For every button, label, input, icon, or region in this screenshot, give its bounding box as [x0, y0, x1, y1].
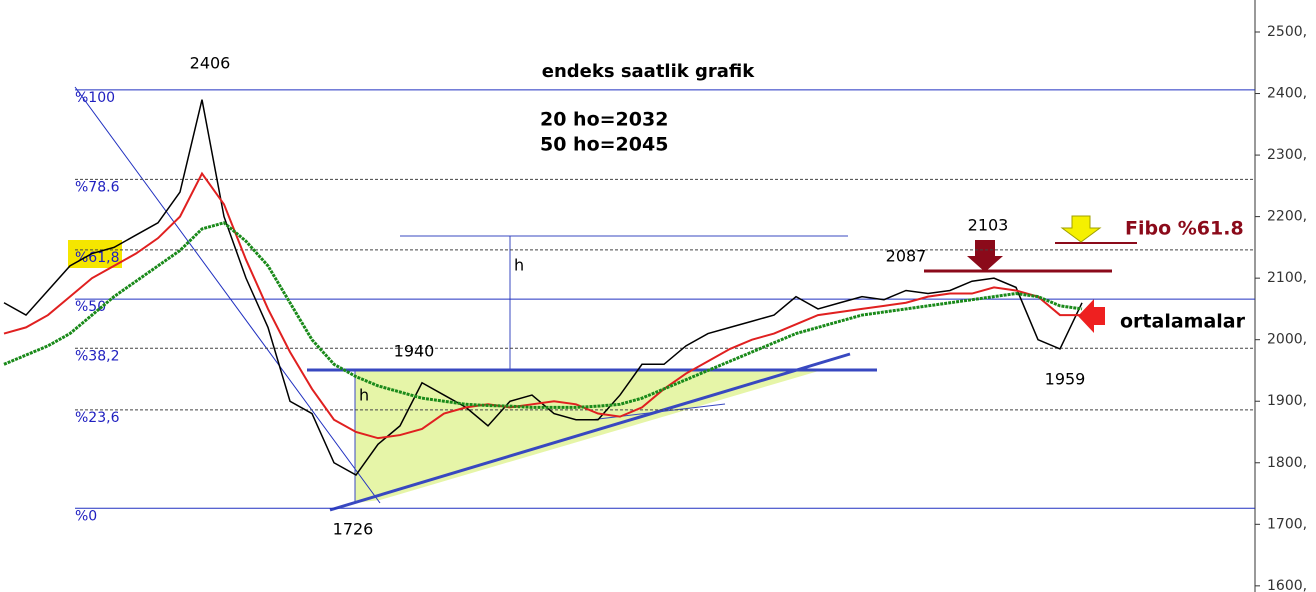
- annotation: ortalamalar: [1120, 311, 1246, 333]
- y-tick-label: 1800,: [1267, 455, 1307, 471]
- fib-diagonal: [74, 86, 381, 504]
- fib-label: %78.6: [75, 179, 120, 195]
- y-tick-label: 2400,: [1267, 86, 1307, 102]
- y-tick-label: 1600,: [1267, 578, 1307, 592]
- chart-title: endeks saatlik grafik: [542, 61, 756, 82]
- annotation: h: [514, 256, 524, 275]
- plot: 1600, 1700, 1800, 1900, 2000, 2100, 2200, 2300,…: [3, 24, 1307, 592]
- annotation: 1959: [1045, 370, 1086, 389]
- fib-highlight: [68, 240, 122, 268]
- annotation: 2103: [968, 216, 1009, 235]
- y-tick-label: 1900,: [1267, 393, 1307, 409]
- yellow-arrow: [1060, 215, 1102, 243]
- y-tick-label: 2300,: [1267, 147, 1307, 163]
- series-line: [3, 221, 1083, 409]
- annotation: h: [359, 386, 369, 405]
- annotation: Fibo %61.8: [1125, 218, 1244, 240]
- y-tick-label: 2100,: [1267, 270, 1307, 286]
- series-line: [3, 99, 1083, 477]
- y-tick-label: 1700,: [1267, 516, 1307, 532]
- annotation: 2406: [190, 54, 231, 73]
- series-line: [3, 171, 1082, 440]
- left-arrow: [1078, 299, 1105, 333]
- annotation: 1940: [394, 342, 435, 361]
- annotation: 50 ho=2045: [540, 134, 668, 156]
- down-arrow: [967, 240, 1003, 272]
- annotation: 1726: [333, 520, 374, 539]
- fib-label: %23,6: [75, 410, 120, 426]
- y-tick-label: 2500,: [1267, 24, 1307, 40]
- trendline-parallel: [589, 403, 726, 421]
- fib-label: %100: [75, 90, 115, 106]
- fib-label: %0: [75, 508, 97, 524]
- fib-label: %38,2: [75, 348, 119, 364]
- annotation: 20 ho=2032: [540, 109, 668, 131]
- y-tick-label: 2000,: [1267, 332, 1307, 348]
- fib-label: %61,8: [75, 250, 119, 266]
- annotation: 2087: [886, 247, 927, 266]
- trendline: [329, 352, 851, 512]
- y-tick-label: 2200,: [1267, 209, 1307, 225]
